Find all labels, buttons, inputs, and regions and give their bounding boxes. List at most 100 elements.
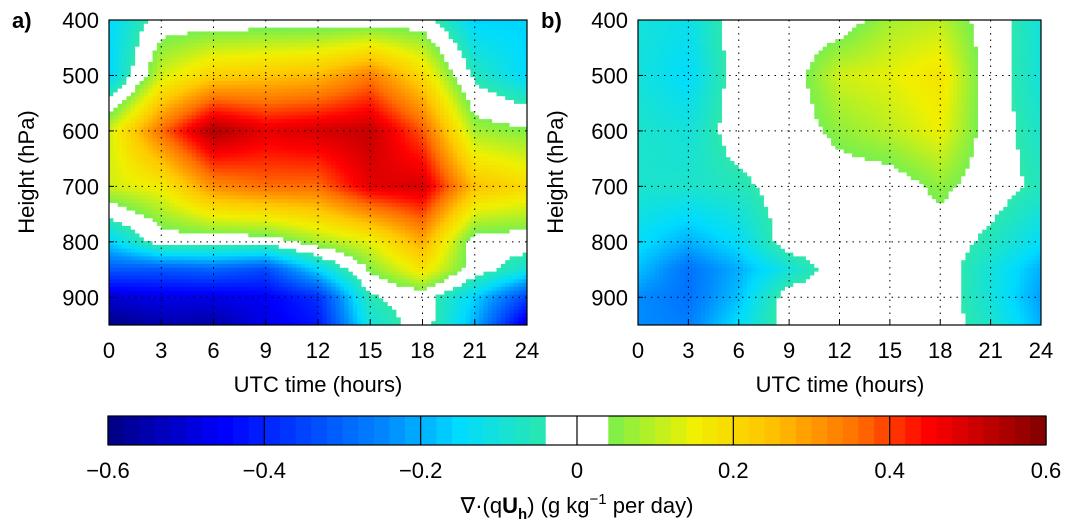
- heatmap-cell: [318, 180, 323, 185]
- heatmap-cell: [513, 115, 519, 120]
- heatmap-cell: [344, 42, 350, 48]
- heatmap-cell: [444, 77, 450, 82]
- heatmap-cell: [122, 195, 128, 200]
- heatmap-cell: [291, 42, 297, 48]
- heatmap-cell: [257, 88, 262, 94]
- heatmap-cell: [152, 153, 158, 158]
- heatmap-cell: [265, 50, 271, 55]
- heatmap-cell: [479, 61, 485, 67]
- heatmap-cell: [344, 96, 350, 101]
- heatmap-cell: [122, 218, 128, 223]
- heatmap-cell: [483, 88, 489, 94]
- heatmap-cell: [226, 214, 232, 219]
- heatmap-cell: [431, 20, 437, 25]
- heatmap-cell: [309, 119, 315, 124]
- heatmap-cell: [322, 138, 328, 143]
- heatmap-cell: [113, 111, 119, 116]
- heatmap-cell: [365, 183, 371, 189]
- heatmap-cell: [309, 142, 315, 147]
- heatmap-cell: [222, 39, 228, 44]
- heatmap-cell: [426, 191, 432, 196]
- heatmap-cell: [191, 180, 197, 185]
- heatmap-cell: [296, 69, 302, 74]
- heatmap-cell: [148, 115, 154, 120]
- heatmap-cell: [326, 187, 332, 193]
- heatmap-cell: [278, 168, 284, 174]
- heatmap-cell: [117, 191, 123, 196]
- heatmap-cell: [483, 20, 489, 25]
- heatmap-cell: [339, 145, 345, 151]
- heatmap-cell: [226, 145, 232, 151]
- heatmap-cell: [339, 183, 345, 189]
- heatmap-cell: [513, 107, 519, 113]
- heatmap-cell: [161, 42, 167, 48]
- heatmap-cell: [226, 191, 232, 196]
- heatmap-cell: [209, 107, 215, 113]
- heatmap-cell: [248, 46, 254, 52]
- heatmap-cell: [291, 203, 297, 208]
- heatmap-cell: [448, 69, 454, 74]
- heatmap-cell: [378, 126, 384, 132]
- heatmap-cell: [496, 23, 502, 29]
- heatmap-cell: [213, 203, 219, 208]
- heatmap-cell: [378, 119, 384, 124]
- heatmap-cell: [143, 176, 149, 181]
- heatmap-cell: [513, 126, 519, 132]
- heatmap-cell: [278, 210, 284, 216]
- heatmap-cell: [413, 54, 419, 59]
- heatmap-cell: [165, 65, 171, 71]
- heatmap-cell: [383, 195, 389, 200]
- heatmap-cell: [283, 206, 289, 212]
- heatmap-cell: [283, 180, 289, 185]
- heatmap-cell: [117, 84, 123, 90]
- heatmap-cell: [470, 50, 476, 55]
- heatmap-cell: [200, 39, 206, 44]
- heatmap-cell: [470, 100, 476, 105]
- heatmap-cell: [126, 214, 132, 219]
- heatmap-cell: [309, 210, 315, 216]
- heatmap-cell: [174, 214, 180, 219]
- heatmap-cell: [466, 195, 471, 200]
- heatmap-cell: [479, 81, 485, 86]
- heatmap-cell: [370, 31, 376, 36]
- heatmap-cell: [374, 172, 380, 177]
- heatmap-cell: [122, 115, 128, 120]
- heatmap-cell: [435, 65, 441, 71]
- heatmap-cell: [335, 111, 341, 116]
- heatmap-cell: [487, 187, 493, 193]
- heatmap-cell: [496, 115, 502, 120]
- heatmap-cell: [230, 69, 236, 74]
- heatmap-cell: [239, 126, 245, 132]
- heatmap-cell: [400, 210, 406, 216]
- heatmap-cell: [348, 161, 354, 166]
- heatmap-cell: [426, 107, 432, 113]
- heatmap-cell: [409, 96, 415, 101]
- heatmap-cell: [209, 210, 215, 216]
- heatmap-cell: [513, 210, 519, 216]
- heatmap-cell: [378, 96, 384, 101]
- heatmap-cell: [213, 35, 219, 40]
- heatmap-cell: [365, 191, 371, 196]
- heatmap-cell: [113, 180, 119, 185]
- heatmap-cell: [209, 20, 215, 25]
- heatmap-cell: [191, 46, 197, 52]
- heatmap-cell: [326, 81, 332, 86]
- heatmap-cell: [496, 61, 502, 67]
- heatmap-cell: [361, 115, 367, 120]
- heatmap-cell: [117, 61, 123, 67]
- heatmap-cell: [509, 157, 515, 162]
- heatmap-cell: [239, 206, 245, 212]
- heatmap-cell: [392, 180, 397, 185]
- heatmap-cell: [230, 50, 236, 55]
- heatmap-cell: [235, 203, 241, 208]
- heatmap-cell: [466, 54, 471, 59]
- heatmap-cell: [357, 130, 363, 135]
- heatmap-cell: [261, 31, 267, 36]
- heatmap-cell: [335, 122, 341, 128]
- heatmap-cell: [500, 180, 506, 185]
- heatmap-cell: [174, 172, 180, 177]
- heatmap-cell: [222, 81, 228, 86]
- heatmap-cell: [405, 39, 411, 44]
- heatmap-cell: [243, 20, 249, 25]
- heatmap-cell: [169, 183, 175, 189]
